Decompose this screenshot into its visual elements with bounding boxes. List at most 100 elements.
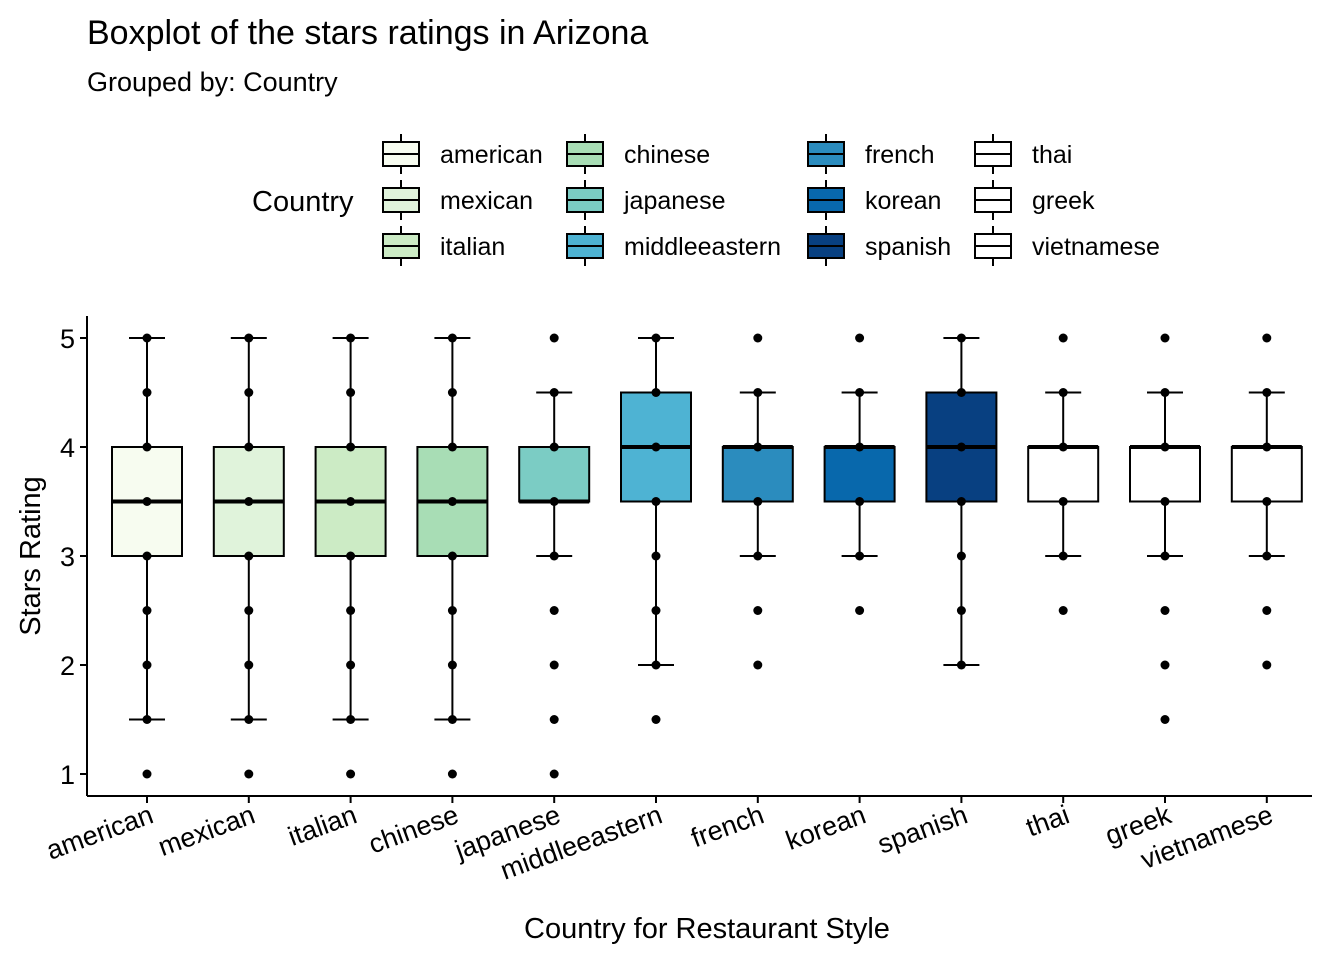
box-thai [1027, 333, 1100, 615]
data-point [1058, 442, 1068, 452]
data-point [142, 769, 152, 779]
data-point [346, 497, 356, 506]
data-point [1262, 551, 1272, 561]
data-point [244, 388, 254, 397]
data-point [651, 442, 661, 452]
data-point [346, 606, 356, 615]
box-iqr [1230, 446, 1303, 503]
chart-title: Boxplot of the stars ratings in Arizona [87, 14, 648, 52]
data-point [244, 333, 254, 343]
data-point [244, 660, 254, 670]
data-point [549, 551, 559, 561]
data-point [549, 333, 559, 343]
data-point [855, 388, 865, 397]
data-point [142, 497, 152, 506]
data-point [1262, 660, 1272, 670]
data-point [1262, 388, 1272, 397]
legend-label: greek [1032, 187, 1095, 215]
legend-item-thai: thai [974, 134, 1072, 174]
data-point [956, 442, 966, 452]
y-tick-label: 1 [60, 760, 75, 790]
data-point [142, 606, 152, 615]
data-point [346, 715, 356, 724]
data-point [651, 606, 661, 615]
legend-label: thai [1032, 141, 1072, 169]
data-point [142, 333, 152, 343]
box-american [111, 333, 183, 779]
data-point [753, 551, 763, 561]
data-point [1058, 333, 1068, 343]
data-point [346, 551, 356, 561]
legend-title: Country [252, 186, 354, 218]
data-point [1160, 551, 1170, 561]
box-iqr [721, 446, 794, 503]
data-point [1058, 551, 1068, 561]
box-mexican [212, 333, 285, 779]
data-point [1058, 497, 1068, 506]
data-point [651, 333, 661, 343]
data-point [447, 551, 457, 561]
legend-label: middleeastern [624, 233, 781, 261]
legend-item-greek: greek [974, 180, 1095, 220]
data-point [549, 388, 559, 397]
data-point [1160, 388, 1170, 397]
data-point [1262, 333, 1272, 343]
data-point [549, 660, 559, 670]
legend-item-spanish: spanish [807, 226, 951, 266]
data-point [142, 660, 152, 670]
data-point [956, 551, 966, 561]
data-point [549, 769, 559, 779]
data-point [142, 388, 152, 397]
chart-subtitle: Grouped by: Country [87, 67, 338, 97]
data-point [244, 769, 254, 779]
data-point [753, 333, 763, 343]
y-tick-label: 3 [60, 542, 75, 572]
legend-label: mexican [440, 187, 533, 215]
data-point [1058, 388, 1068, 397]
data-point [1160, 715, 1170, 724]
data-point [346, 442, 356, 452]
legend-item-mexican: mexican [382, 180, 533, 220]
data-point [753, 388, 763, 397]
y-tick-label: 4 [60, 433, 75, 463]
x-tick-label: thai [1022, 799, 1073, 842]
data-point [549, 606, 559, 615]
data-point [651, 660, 661, 670]
x-tick-label: french [687, 799, 768, 853]
data-point [855, 333, 865, 343]
box-spanish [925, 333, 998, 670]
x-axis-label: Country for Restaurant Style [524, 913, 890, 945]
data-point [1160, 660, 1170, 670]
data-point [855, 442, 865, 452]
data-point [142, 551, 152, 561]
x-tick-label: chinese [365, 799, 463, 859]
legend-label: japanese [623, 187, 725, 215]
data-point [346, 660, 356, 670]
legend-item-korean: korean [807, 180, 941, 220]
data-point [1160, 442, 1170, 452]
legend-item-american: american [382, 134, 543, 174]
box-iqr [823, 446, 896, 503]
x-tick-label: mexican [154, 799, 259, 862]
legend-item-vietnamese: vietnamese [974, 226, 1160, 266]
box-french [721, 333, 794, 670]
data-point [346, 333, 356, 343]
legend-label: italian [440, 233, 505, 261]
data-point [447, 442, 457, 452]
data-point [753, 442, 763, 452]
data-point [651, 497, 661, 506]
data-point [447, 333, 457, 343]
data-point [1160, 333, 1170, 343]
data-point [244, 551, 254, 561]
data-point [1262, 442, 1272, 452]
data-point [244, 497, 254, 506]
data-point [1160, 606, 1170, 615]
box-italian [314, 333, 387, 779]
data-point [447, 660, 457, 670]
box-iqr [1027, 446, 1100, 503]
legend-label: french [865, 141, 934, 169]
y-axis-label: Stars Rating [15, 476, 47, 636]
legend-item-chinese: chinese [566, 134, 710, 174]
data-point [447, 606, 457, 615]
